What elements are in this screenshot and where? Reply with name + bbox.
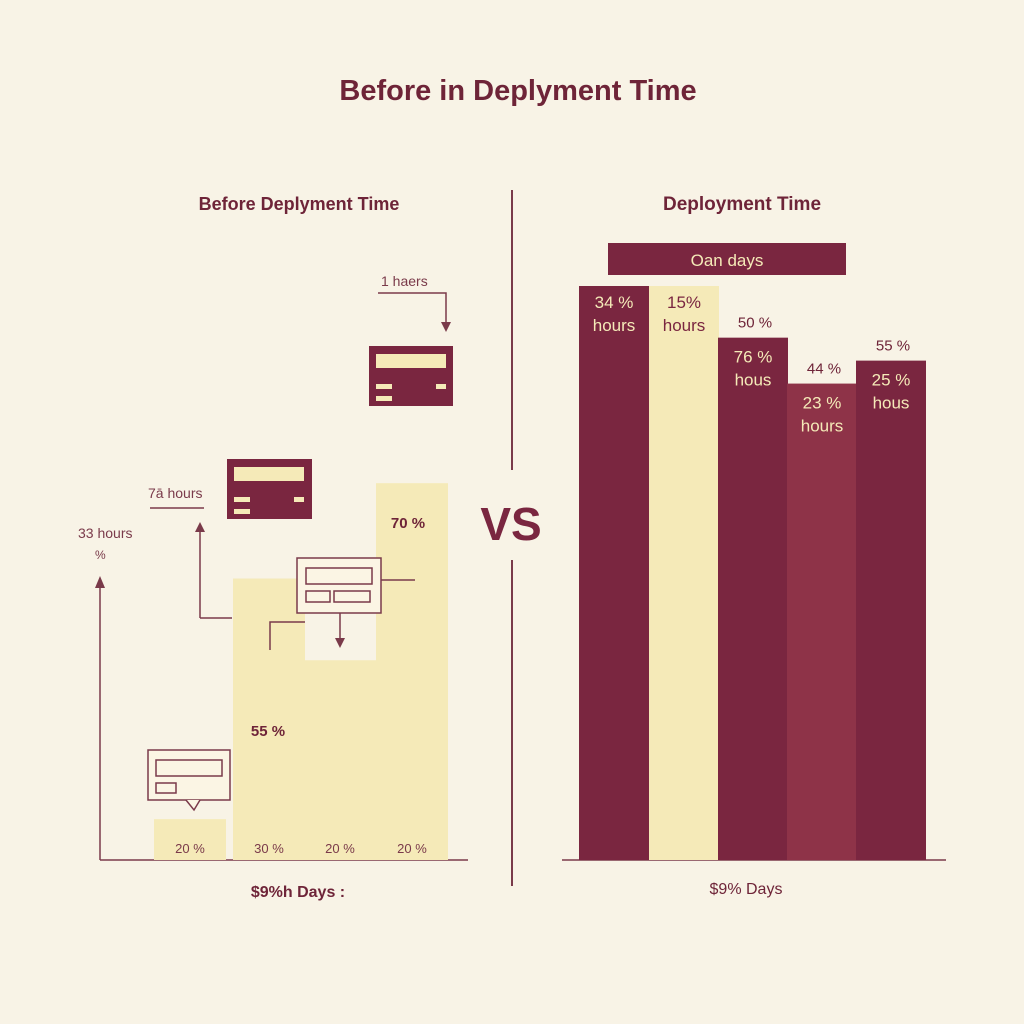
right-bar-label-3-1: hours — [801, 417, 844, 436]
right-bar-labels: 34 % hours 15% hours 76 % hous 50 % 23 % hours 44… — [593, 293, 911, 436]
right-header-bar — [608, 243, 846, 275]
right-bars — [579, 286, 926, 860]
right-bar-label-1-0: 15% — [667, 293, 701, 312]
right-top-label-2: 50 % — [738, 315, 772, 332]
right-bar-label-2-1: hous — [735, 371, 772, 390]
right-bar-label-4-0: 25 % — [872, 371, 911, 390]
right-chart-title: Deployment Time — [663, 194, 821, 215]
left-bar-1 — [233, 578, 305, 860]
right-header-label: Oan days — [691, 251, 764, 270]
left-y-axis-arrow-icon — [95, 576, 105, 588]
left-annotation-33-hours: 33 hours — [78, 525, 132, 541]
arrow-down-icon — [335, 638, 345, 648]
right-bar-1 — [649, 286, 719, 860]
right-bar-4 — [856, 360, 926, 860]
left-annotation-percent: % — [95, 548, 106, 562]
left-tick-labels: 20 % 30 % 20 % 20 % — [175, 841, 427, 856]
main-title: Before in Deplyment Time — [339, 75, 696, 107]
left-bar-2 — [304, 660, 376, 860]
right-bar-0 — [579, 286, 649, 860]
left-tick-label-2: 20 % — [325, 841, 355, 856]
arrow-up-icon — [195, 522, 205, 532]
left-chart-title: Before Deplyment Time — [199, 194, 400, 214]
right-top-label-3: 44 % — [807, 361, 841, 378]
left-annotation-55: 55 % — [251, 723, 285, 740]
right-bar-label-0-0: 34 % — [595, 293, 634, 312]
window-icon — [296, 557, 382, 614]
left-annotation-1-haers: 1 haers — [381, 273, 428, 289]
right-bar-label-2-0: 76 % — [734, 348, 773, 367]
card-icon — [369, 346, 453, 406]
chat-bubble-icon — [147, 749, 231, 812]
left-bar-3 — [376, 483, 448, 860]
right-chart: Deployment Time Oan days 34 % hours 15% hou… — [562, 194, 946, 898]
right-bar-label-0-1: hours — [593, 316, 636, 335]
left-bars — [154, 483, 448, 860]
right-top-label-4: 55 % — [876, 338, 910, 355]
left-x-label: $9%h Days : — [251, 884, 345, 901]
right-bar-2 — [718, 337, 788, 860]
arrow-down-icon — [441, 322, 451, 332]
left-chart: Before Deplyment Time 20 % 30 % 20 % 20 % 7… — [78, 194, 468, 901]
vs-label: VS — [480, 498, 541, 550]
right-bar-label-3-0: 23 % — [803, 394, 842, 413]
right-x-label: $9% Days — [710, 881, 783, 898]
card-icon — [227, 459, 312, 519]
left-annotation-70: 70 % — [391, 515, 425, 532]
right-bar-label-4-1: hous — [873, 394, 910, 413]
right-bar-3 — [787, 383, 857, 860]
left-tick-label-0: 20 % — [175, 841, 205, 856]
left-connectors — [150, 292, 447, 650]
left-annotation-7a-hours: 7ā hours — [148, 485, 202, 501]
left-bar-0 — [154, 819, 226, 860]
left-tick-label-1: 30 % — [254, 841, 284, 856]
right-bar-label-1-1: hours — [663, 316, 706, 335]
left-tick-label-3: 20 % — [397, 841, 427, 856]
